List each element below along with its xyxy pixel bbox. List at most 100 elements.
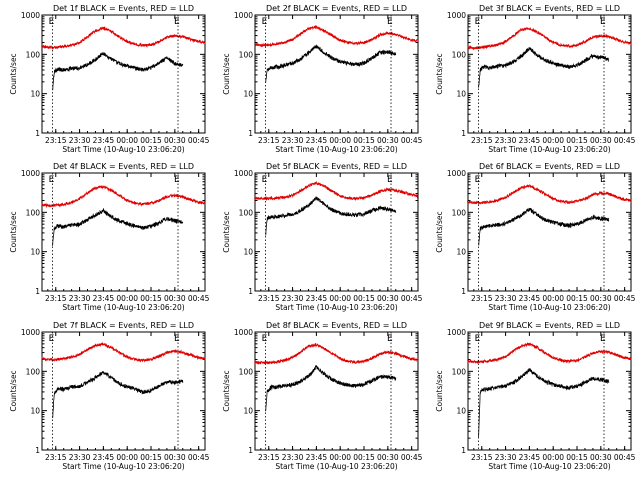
x-tick-label: 00:45 [188, 294, 210, 303]
x-axis-label: Start Time (10-Aug-10 23:06:20) [62, 462, 184, 471]
panel-6: Det 6f BLACK = Events, RED = LLD 1 10 100 10… [435, 162, 636, 312]
y-tick-label: 1000 [447, 169, 466, 178]
x-tick-label: 23:30 [282, 453, 304, 462]
plot-frame [41, 331, 206, 451]
x-tick-label: 00:45 [401, 453, 423, 462]
x-tick-label: 23:45 [306, 136, 328, 145]
panel-title: Det 2f BLACK = Events, RED = LLD [266, 4, 407, 13]
x-tick-label: 23:45 [519, 453, 541, 462]
x-axis-label: Start Time (10-Aug-10 23:06:20) [275, 462, 397, 471]
x-axis-label: Start Time (10-Aug-10 23:06:20) [275, 145, 397, 154]
lld-series-line [41, 341, 206, 363]
event-marker-label: E [49, 334, 55, 344]
y-tick-label: 100 [452, 208, 467, 217]
x-tick-label: 00:00 [116, 453, 138, 462]
events-series-line [478, 367, 610, 438]
x-tick-label: 00:30 [164, 136, 186, 145]
x-tick-label: 00:15 [353, 453, 375, 462]
x-tick-label: 00:45 [401, 136, 423, 145]
plot-frame [467, 172, 632, 292]
x-tick-label: 00:00 [542, 294, 564, 303]
x-tick-label: 00:00 [542, 136, 564, 145]
x-tick-label: 00:15 [353, 294, 375, 303]
y-tick-label: 1000 [447, 11, 466, 20]
x-tick-label: 00:00 [116, 294, 138, 303]
y-axis-label: Counts/sec [9, 370, 18, 411]
x-tick-label: 00:30 [377, 136, 399, 145]
y-tick-label: 1000 [234, 169, 253, 178]
plot-frame [41, 14, 206, 134]
x-tick-label: 00:15 [140, 453, 162, 462]
x-tick-label: 00:15 [566, 136, 588, 145]
panel-8: Det 8f BLACK = Events, RED = LLD 1 10 100 10… [222, 321, 423, 471]
x-tick-label: 00:45 [614, 294, 636, 303]
panel-5: Det 5f BLACK = Events, RED = LLD 1 10 100 10… [222, 162, 423, 312]
event-marker-label: E [387, 17, 393, 27]
lld-series-line [467, 26, 632, 51]
panel-4: Det 4f BLACK = Events, RED = LLD 1 10 100 10… [9, 162, 210, 312]
y-axis-label: Counts/sec [222, 211, 231, 252]
event-marker-label: E [262, 175, 268, 185]
x-tick-label: 00:00 [542, 453, 564, 462]
plot-frame [467, 14, 632, 134]
panel-title: Det 7f BLACK = Events, RED = LLD [53, 321, 194, 330]
x-tick-label: 00:45 [188, 453, 210, 462]
x-tick-label: 00:30 [164, 453, 186, 462]
x-tick-label: 00:30 [590, 294, 612, 303]
y-tick-label: 100 [26, 50, 41, 59]
x-tick-label: 23:30 [495, 294, 517, 303]
x-tick-label: 23:30 [69, 136, 91, 145]
plot-frame [254, 172, 419, 292]
x-axis-label: Start Time (10-Aug-10 23:06:20) [275, 303, 397, 312]
x-tick-label: 00:30 [164, 294, 186, 303]
panel-title: Det 9f BLACK = Events, RED = LLD [479, 321, 620, 330]
x-tick-label: 23:15 [471, 453, 493, 462]
y-tick-label: 1 [248, 287, 253, 296]
x-axis-label: Start Time (10-Aug-10 23:06:20) [488, 462, 610, 471]
x-tick-label: 23:15 [258, 453, 280, 462]
events-series-line [265, 196, 397, 236]
y-tick-label: 10 [456, 407, 466, 416]
x-tick-label: 23:30 [495, 453, 517, 462]
plot-frame [467, 331, 632, 451]
x-tick-label: 23:45 [519, 294, 541, 303]
x-tick-label: 23:30 [282, 136, 304, 145]
x-tick-label: 23:30 [69, 453, 91, 462]
panel-title: Det 5f BLACK = Events, RED = LLD [266, 162, 407, 171]
panel-title: Det 4f BLACK = Events, RED = LLD [53, 162, 194, 171]
y-tick-label: 1 [35, 446, 40, 455]
x-axis-label: Start Time (10-Aug-10 23:06:20) [62, 145, 184, 154]
y-tick-label: 100 [26, 367, 41, 376]
y-tick-label: 1000 [234, 11, 253, 20]
panel-title: Det 1f BLACK = Events, RED = LLD [53, 4, 194, 13]
event-marker-label: E [387, 175, 393, 185]
x-tick-label: 23:15 [471, 294, 493, 303]
y-tick-label: 10 [243, 248, 253, 257]
y-axis-label: Counts/sec [435, 370, 444, 411]
x-tick-label: 00:00 [329, 294, 351, 303]
lld-series-line [254, 180, 419, 202]
x-tick-label: 00:30 [590, 453, 612, 462]
event-marker-label: E [475, 17, 481, 27]
y-tick-label: 1000 [447, 328, 466, 337]
x-tick-label: 00:15 [353, 136, 375, 145]
event-marker-label: E [475, 334, 481, 344]
events-series-line [265, 44, 397, 83]
y-axis-label: Counts/sec [435, 53, 444, 94]
y-tick-label: 10 [243, 90, 253, 99]
y-tick-label: 10 [243, 407, 253, 416]
x-tick-label: 23:15 [45, 136, 67, 145]
y-tick-label: 1000 [21, 169, 40, 178]
panel-title: Det 3f BLACK = Events, RED = LLD [479, 4, 620, 13]
panel-7: Det 7f BLACK = Events, RED = LLD 1 10 100 10… [9, 321, 210, 471]
y-axis-label: Counts/sec [9, 211, 18, 252]
x-tick-label: 23:30 [495, 136, 517, 145]
x-axis-label: Start Time (10-Aug-10 23:06:20) [488, 145, 610, 154]
x-tick-label: 23:15 [258, 294, 280, 303]
x-tick-label: 23:45 [306, 294, 328, 303]
x-tick-label: 23:30 [69, 294, 91, 303]
plot-frame [254, 14, 419, 134]
x-tick-label: 00:15 [566, 294, 588, 303]
y-tick-label: 1000 [21, 11, 40, 20]
